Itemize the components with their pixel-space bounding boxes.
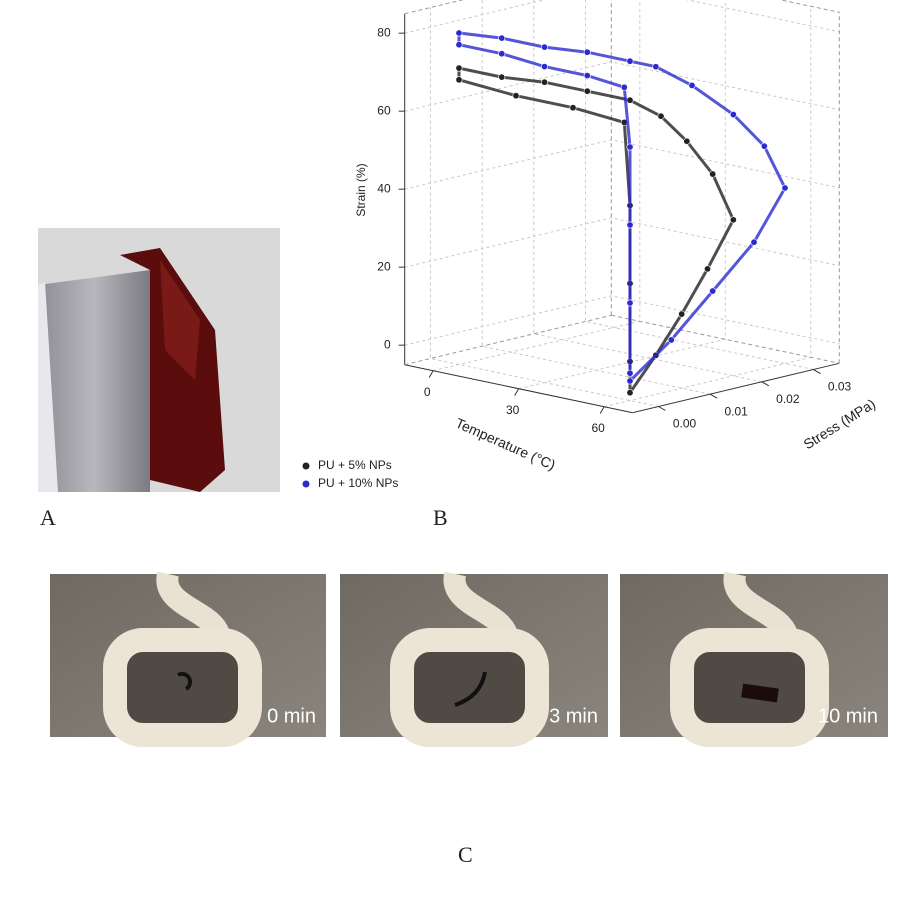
data-point bbox=[499, 35, 505, 41]
data-point bbox=[584, 49, 590, 55]
panel-label: C bbox=[458, 842, 473, 867]
grid-line bbox=[405, 296, 840, 345]
z-tick-label: 0 bbox=[384, 337, 391, 351]
grid-line bbox=[534, 0, 762, 382]
data-point bbox=[627, 370, 633, 376]
grid-line bbox=[405, 218, 840, 267]
time-label: 10 min bbox=[818, 705, 878, 727]
x-tick-label: 30 bbox=[506, 403, 520, 417]
series-line bbox=[459, 68, 733, 393]
z-axis-title: Strain (%) bbox=[354, 163, 368, 216]
data-point bbox=[709, 288, 715, 294]
data-point bbox=[653, 64, 659, 70]
data-point bbox=[499, 51, 505, 57]
tick-mark bbox=[710, 394, 717, 398]
tick-mark bbox=[600, 407, 604, 414]
data-point bbox=[761, 143, 767, 149]
data-point bbox=[627, 390, 633, 396]
data-point bbox=[627, 378, 633, 384]
data-point bbox=[730, 111, 736, 117]
y-tick-label: 0.02 bbox=[776, 392, 800, 406]
box-edge bbox=[405, 0, 612, 14]
y-tick-label: 0.00 bbox=[673, 417, 697, 431]
data-point bbox=[513, 93, 519, 99]
time-label: 0 min bbox=[267, 705, 316, 727]
data-point bbox=[584, 72, 590, 78]
box-edge bbox=[405, 315, 612, 364]
data-point bbox=[782, 185, 788, 191]
y-tick-label: 0.01 bbox=[724, 404, 748, 418]
z-tick-label: 40 bbox=[377, 181, 391, 195]
z-tick-label: 60 bbox=[377, 103, 391, 117]
data-point bbox=[627, 97, 633, 103]
data-point bbox=[709, 171, 715, 177]
legend-marker bbox=[303, 481, 310, 488]
data-point bbox=[678, 311, 684, 317]
z-tick-label: 80 bbox=[377, 25, 391, 39]
data-point bbox=[627, 222, 633, 228]
data-point bbox=[456, 42, 462, 48]
data-point bbox=[584, 88, 590, 94]
data-point bbox=[658, 113, 664, 119]
grid-line bbox=[405, 0, 840, 33]
tick-mark bbox=[814, 370, 821, 374]
z-tick-label: 20 bbox=[377, 259, 391, 273]
tick-mark bbox=[429, 371, 433, 378]
data-point bbox=[627, 144, 633, 150]
data-point bbox=[627, 300, 633, 306]
x-tick-label: 60 bbox=[591, 421, 605, 435]
panel-label: A bbox=[40, 505, 56, 530]
data-point bbox=[730, 217, 736, 223]
data-point bbox=[541, 63, 547, 69]
data-point bbox=[627, 58, 633, 64]
tick-mark bbox=[659, 407, 666, 411]
x-tick-label: 0 bbox=[424, 385, 431, 399]
time-label: 3 min bbox=[549, 705, 598, 727]
data-point bbox=[541, 79, 547, 85]
data-point bbox=[541, 44, 547, 50]
data-point bbox=[499, 74, 505, 80]
panel-label: B bbox=[433, 505, 448, 530]
legend-label: PU + 10% NPs bbox=[318, 476, 398, 490]
figure: 0 min 3 min 10 min A B C Strain (%) Temp… bbox=[0, 0, 916, 896]
chart: Strain (%) Temperature (°C) Stress (MPa)… bbox=[303, 0, 879, 490]
data-point bbox=[621, 84, 627, 90]
y-tick-label: 0.03 bbox=[828, 380, 852, 394]
legend-marker bbox=[303, 463, 310, 470]
data-point bbox=[684, 138, 690, 144]
tick-mark bbox=[515, 389, 519, 396]
photo-a bbox=[38, 228, 280, 492]
data-point bbox=[689, 82, 695, 88]
y-axis-title: Stress (MPa) bbox=[800, 395, 878, 452]
data-point bbox=[456, 30, 462, 36]
legend-label: PU + 5% NPs bbox=[318, 458, 392, 472]
data-point bbox=[456, 77, 462, 83]
tick-mark bbox=[762, 382, 769, 386]
data-point bbox=[668, 337, 674, 343]
data-point bbox=[751, 239, 757, 245]
x-axis-title: Temperature (°C) bbox=[453, 415, 558, 473]
data-point bbox=[456, 65, 462, 71]
data-point bbox=[704, 266, 710, 272]
data-point bbox=[570, 105, 576, 111]
